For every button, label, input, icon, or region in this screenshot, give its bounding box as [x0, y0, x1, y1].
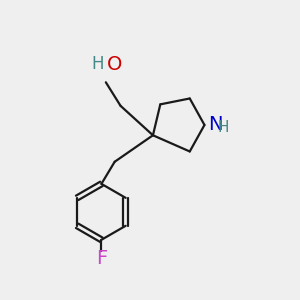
Text: H: H: [92, 55, 104, 73]
Text: O: O: [107, 55, 123, 74]
Text: H: H: [218, 120, 229, 135]
Text: F: F: [96, 249, 107, 268]
Text: N: N: [208, 116, 223, 134]
